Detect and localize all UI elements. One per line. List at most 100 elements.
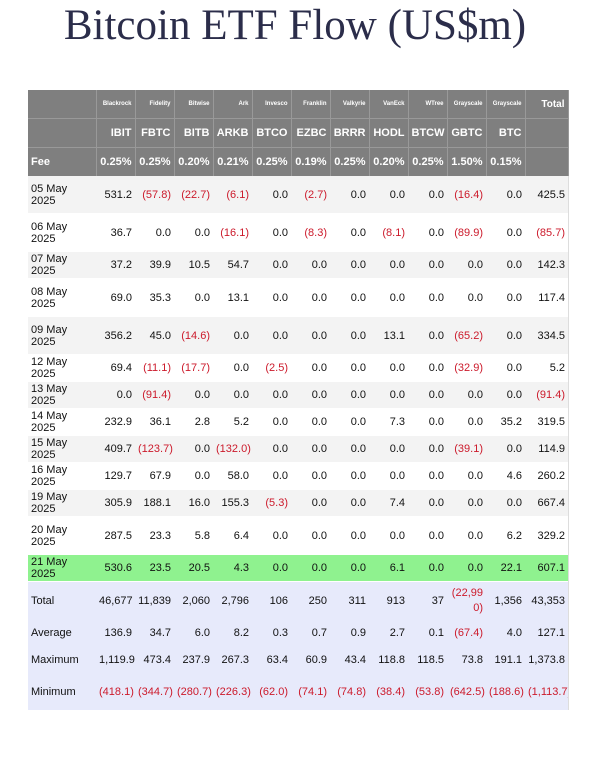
fee-cell: 0.25% [330, 147, 370, 176]
summary-total: (1,113.7) [525, 673, 568, 710]
summary-cell: (53.8) [408, 673, 447, 710]
issuer-header: Franklin [291, 90, 331, 119]
fee-cell: 0.25% [135, 147, 175, 176]
ticker-header: ARKB [213, 118, 253, 148]
flow-cell: 0.0 [447, 554, 486, 582]
table-row: 20 May 2025 287.5 23.3 5.8 6.4 0.0 0.0 0.0 0.0 0.… [28, 516, 568, 555]
flow-cell: (32.9) [447, 354, 486, 382]
flow-cell: 0.0 [330, 489, 369, 517]
flow-cell: 0.0 [369, 381, 408, 409]
issuer-header-row: Blackrock Fidelity Bitwise Ark Invesco Frankl… [28, 90, 569, 119]
row-total: 117.4 [525, 278, 568, 317]
flow-cell: 0.0 [330, 316, 369, 355]
fee-cell: 1.50% [447, 147, 487, 176]
flow-cell: 287.5 [96, 516, 135, 555]
page-title: Bitcoin ETF Flow (US$m) [63, 2, 527, 49]
flow-cell: 0.0 [330, 408, 369, 436]
flow-cell: 0.0 [369, 354, 408, 382]
flow-cell: 37.2 [96, 251, 135, 279]
table-row: 21 May 2025 530.6 23.5 20.5 4.3 0.0 0.0 0.0 6.1 0… [28, 554, 568, 582]
flow-cell: 0.0 [447, 408, 486, 436]
ticker-header: IBIT [96, 118, 136, 148]
summary-cell: 106 [252, 581, 291, 619]
flow-cell: 0.0 [486, 251, 525, 279]
flow-cell: 0.0 [291, 489, 330, 517]
table-row: 05 May 2025 531.2 (57.8) (22.7) (6.1) 0.0 (2.7… [28, 176, 568, 214]
flow-cell: 0.0 [330, 354, 369, 382]
ticker-header-row: IBIT FBTC BITB ARKB BTCO EZBC BRRR HODL BTCW GBTC… [28, 118, 569, 148]
summary-cell: 191.1 [486, 646, 525, 673]
summary-label: Maximum [28, 646, 96, 673]
flow-cell: 0.0 [369, 176, 408, 214]
flow-cell: (16.4) [447, 176, 486, 214]
issuer-header: Bitwise [174, 90, 214, 119]
flow-cell: 58.0 [213, 462, 252, 490]
flow-cell: 0.0 [330, 462, 369, 490]
flow-cell: 0.0 [408, 516, 447, 555]
table-row: 07 May 2025 37.2 39.9 10.5 54.7 0.0 0.0 0.0 0.0 0… [28, 251, 568, 279]
flow-cell: 0.0 [369, 516, 408, 555]
flow-cell: 0.0 [291, 354, 330, 382]
flow-cell: 0.0 [369, 251, 408, 279]
flow-cell: 0.0 [330, 251, 369, 279]
summary-row: Maximum 1,119.9 473.4 237.9 267.3 63.4 60.9 43.… [28, 646, 568, 673]
row-date: 12 May 2025 [28, 354, 96, 382]
table-row: 09 May 2025 356.2 45.0 (14.6) 0.0 0.0 0.0 0.0 13… [28, 316, 568, 355]
table-row: 12 May 2025 69.4 (11.1) (17.7) 0.0 (2.5) 0.0 0.… [28, 354, 568, 382]
ticker-header: BRRR [330, 118, 370, 148]
fee-cell: 0.21% [213, 147, 253, 176]
flow-cell: 0.0 [252, 408, 291, 436]
summary-cell: 63.4 [252, 646, 291, 673]
flow-cell: (11.1) [135, 354, 174, 382]
flow-cell: 0.0 [252, 176, 291, 214]
flow-cell: 0.0 [291, 408, 330, 436]
table-row: 19 May 2025 305.9 188.1 16.0 155.3 (5.3) 0.0 0.… [28, 489, 568, 517]
flow-cell: 0.0 [447, 489, 486, 517]
flow-cell: 5.8 [174, 516, 213, 555]
fee-cell: 0.20% [174, 147, 214, 176]
summary-row: Average 136.9 34.7 6.0 8.2 0.3 0.7 0.9 2.7 0.1 (67… [28, 619, 568, 646]
flow-cell: 0.0 [330, 381, 369, 409]
corner-cell [28, 90, 97, 119]
flow-cell: 530.6 [96, 554, 135, 582]
row-date: 05 May 2025 [28, 176, 96, 214]
row-total: 142.3 [525, 251, 568, 279]
summary-cell: 6.0 [174, 619, 213, 646]
flow-cell: 0.0 [447, 462, 486, 490]
summary-total: 43,353 [525, 581, 568, 619]
row-total: (91.4) [525, 381, 568, 409]
corner-cell [28, 118, 97, 148]
summary-cell: (67.4) [447, 619, 486, 646]
flow-cell: 232.9 [96, 408, 135, 436]
summary-label: Average [28, 619, 96, 646]
summary-cell: 4.0 [486, 619, 525, 646]
flow-cell: 23.5 [135, 554, 174, 582]
table-row: 13 May 2025 0.0 (91.4) 0.0 0.0 0.0 0.0 0.0 0.0 0.… [28, 381, 568, 409]
summary-cell: (226.3) [213, 673, 252, 710]
flow-cell: 0.0 [291, 316, 330, 355]
table-row: 15 May 2025 409.7 (123.7) 0.0 (132.0) 0.0 0.0 0… [28, 435, 568, 463]
flow-cell: 16.0 [174, 489, 213, 517]
flow-cell: 0.0 [213, 316, 252, 355]
flow-cell: 0.0 [408, 462, 447, 490]
flow-cell: 0.0 [486, 278, 525, 317]
flow-cell: 0.0 [408, 489, 447, 517]
flow-cell: 4.3 [213, 554, 252, 582]
issuer-header: Grayscale [447, 90, 487, 119]
summary-cell: 0.3 [252, 619, 291, 646]
flow-cell: (89.9) [447, 213, 486, 252]
table-row: 16 May 2025 129.7 67.9 0.0 58.0 0.0 0.0 0.0 0.0 0… [28, 462, 568, 490]
summary-cell: (74.1) [291, 673, 330, 710]
summary-cell: (280.7) [174, 673, 213, 710]
flow-cell: (57.8) [135, 176, 174, 214]
flow-cell: 35.3 [135, 278, 174, 317]
summary-label: Total [28, 581, 96, 619]
fee-cell-empty [525, 147, 569, 176]
flow-cell: 0.0 [369, 278, 408, 317]
row-date: 09 May 2025 [28, 316, 96, 355]
summary-row: Minimum (418.1) (344.7) (280.7) (226.3) (62.0… [28, 673, 568, 710]
ticker-header-empty [525, 118, 569, 148]
flow-cell: 0.0 [174, 462, 213, 490]
flow-cell: 356.2 [96, 316, 135, 355]
flow-cell: (6.1) [213, 176, 252, 214]
